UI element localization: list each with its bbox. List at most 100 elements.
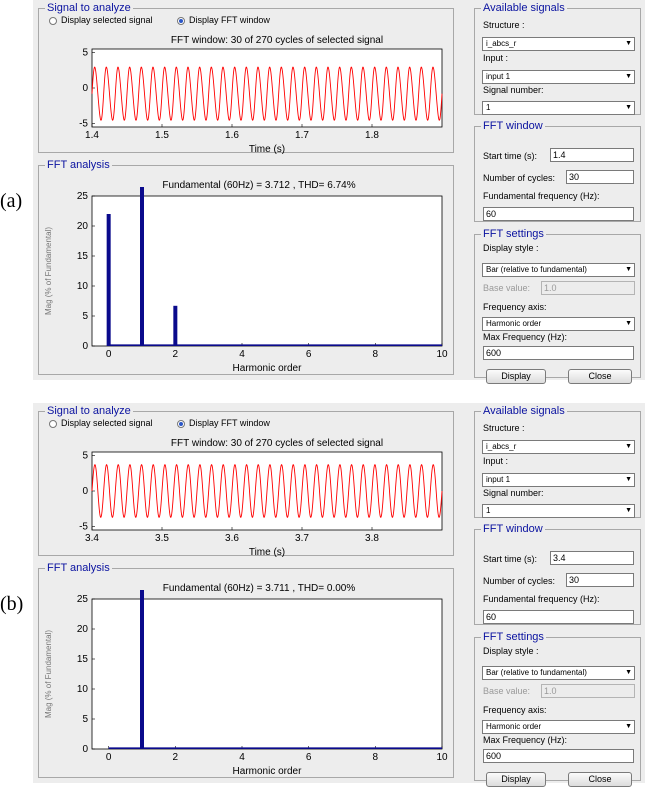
y-tick-label: 5: [82, 714, 88, 725]
number-of-cycles-label: Number of cycles:: [483, 173, 556, 183]
dropdown-arrow-icon: ▼: [625, 266, 632, 273]
x-tick-label: 2: [173, 349, 179, 360]
dropdown-arrow-icon: ▼: [625, 104, 632, 111]
frequency-axis-select[interactable]: Harmonic order ▼: [482, 317, 635, 331]
fft-axes: [91, 598, 443, 750]
close-button[interactable]: Close: [568, 369, 632, 384]
frequency-axis-value: Harmonic order: [486, 722, 542, 731]
display-style-value: Bar (relative to fundamental): [486, 265, 587, 274]
signal-number-label: Signal number:: [483, 85, 544, 95]
signal-number-select[interactable]: 1 ▼: [482, 504, 635, 518]
structure-select[interactable]: i_abcs_r ▼: [482, 37, 635, 51]
max-frequency-input[interactable]: 600: [483, 749, 634, 763]
max-frequency-label: Max Frequency (Hz):: [483, 332, 568, 342]
x-tick-label: 3.5: [155, 533, 169, 544]
y-tick-label: 25: [77, 191, 89, 202]
display-style-select[interactable]: Bar (relative to fundamental) ▼: [482, 263, 635, 277]
group-title: FFT window: [481, 522, 545, 536]
signal-waveform: [91, 464, 443, 518]
y-tick-label: 20: [77, 221, 89, 232]
x-tick-label: 4: [239, 752, 245, 763]
number-of-cycles-input[interactable]: 30: [566, 170, 634, 184]
x-tick-label: 1.8: [365, 130, 379, 141]
display-fft-window-label: Display FFT window: [189, 15, 270, 25]
signal-waveform: [91, 66, 443, 121]
x-tick-label: 1.7: [295, 130, 309, 141]
group-title: FFT analysis: [45, 561, 112, 575]
group-title: FFT settings: [481, 630, 546, 644]
max-frequency-input[interactable]: 600: [483, 346, 634, 360]
close-button[interactable]: Close: [568, 772, 632, 787]
x-tick-label: 0: [106, 349, 112, 360]
fft-tool-panel-a: (a) Signal to analyze Display selected s…: [0, 0, 645, 384]
fft-analysis-group: FFT analysis Fundamental (60Hz) = 3.711 …: [38, 561, 454, 778]
signal-ticks: 3.4 3.5 3.6 3.7 3.8 -5 0 5: [79, 451, 379, 544]
display-fft-window-radio[interactable]: [177, 420, 185, 428]
available-signals-group: Available signals Structure : i_abcs_r ▼ …: [474, 1, 641, 115]
fundamental-frequency-input[interactable]: 60: [483, 207, 634, 221]
y-tick-label: 25: [77, 594, 89, 605]
base-value-label: Base value:: [483, 283, 531, 293]
x-tick-label: 2: [173, 752, 179, 763]
group-title: Available signals: [481, 1, 567, 15]
fft-analysis-group: FFT analysis Fundamental (60Hz) = 3.712 …: [38, 158, 454, 375]
fundamental-frequency-label: Fundamental frequency (Hz):: [483, 191, 600, 201]
y-tick-label: 0: [82, 341, 88, 352]
display-selected-signal-radio[interactable]: [49, 420, 57, 428]
fft-settings-group: FFT settings Display style : Bar (relati…: [474, 630, 641, 787]
harmonic-bar-2: [173, 305, 178, 346]
structure-select[interactable]: i_abcs_r ▼: [482, 440, 635, 454]
x-tick-label: 3.4: [85, 533, 99, 544]
signal-xlabel: Time (s): [249, 144, 285, 154]
fft-bar-chart: Fundamental (60Hz) = 3.712 , THD= 6.74% …: [44, 180, 448, 374]
y-tick-label: -5: [79, 118, 88, 129]
input-select[interactable]: input 1 ▼: [482, 473, 635, 487]
start-time-input[interactable]: 3.4: [550, 551, 634, 565]
frequency-axis-select[interactable]: Harmonic order ▼: [482, 720, 635, 734]
dropdown-arrow-icon: ▼: [625, 73, 632, 80]
dropdown-arrow-icon: ▼: [625, 40, 632, 47]
display-style-label: Display style :: [483, 243, 539, 253]
y-tick-label: 10: [77, 281, 89, 292]
display-style-label: Display style :: [483, 646, 539, 656]
signal-to-analyze-group: Signal to analyze Display selected signa…: [38, 1, 454, 154]
structure-label: Structure :: [483, 423, 525, 433]
y-tick-label: 0: [82, 83, 88, 94]
display-button[interactable]: Display: [486, 369, 546, 384]
group-title: FFT analysis: [45, 158, 112, 172]
signal-number-select[interactable]: 1 ▼: [482, 101, 635, 115]
display-selected-signal-radio[interactable]: [49, 17, 57, 25]
number-of-cycles-label: Number of cycles:: [483, 576, 556, 586]
group-title: FFT window: [481, 119, 545, 133]
max-frequency-label: Max Frequency (Hz):: [483, 735, 568, 745]
signal-number-value: 1: [486, 103, 491, 112]
base-value-input: 1.0: [541, 281, 635, 295]
fft-bar-chart: Fundamental (60Hz) = 3.711 , THD= 0.00% …: [44, 583, 448, 777]
group-title: Available signals: [481, 404, 567, 418]
structure-value: i_abcs_r: [486, 442, 517, 451]
group-title: FFT settings: [481, 227, 546, 241]
dropdown-arrow-icon: ▼: [625, 320, 632, 327]
input-label: Input :: [483, 53, 509, 63]
x-tick-label: 10: [436, 349, 448, 360]
display-button[interactable]: Display: [486, 772, 546, 787]
signal-number-label: Signal number:: [483, 488, 544, 498]
frequency-axis-value: Harmonic order: [486, 319, 542, 328]
fundamental-thd-text: Fundamental (60Hz) = 3.712 , THD= 6.74%: [162, 180, 355, 191]
x-tick-label: 3.7: [295, 533, 309, 544]
dropdown-arrow-icon: ▼: [625, 476, 632, 483]
y-tick-label: 5: [82, 311, 88, 322]
display-fft-window-radio[interactable]: [177, 17, 185, 25]
display-style-select[interactable]: Bar (relative to fundamental) ▼: [482, 666, 635, 680]
fundamental-frequency-input[interactable]: 60: [483, 610, 634, 624]
signal-plot: FFT window: 30 of 270 cycles of selected…: [79, 438, 443, 557]
start-time-input[interactable]: 1.4: [550, 148, 634, 162]
x-tick-label: 8: [373, 752, 379, 763]
input-select[interactable]: input 1 ▼: [482, 70, 635, 84]
display-fft-window-label: Display FFT window: [189, 418, 270, 428]
fft-ticks: 0 2 4 6 8 10 0 5 10 15 20 25: [77, 594, 448, 763]
y-tick-label: 5: [82, 451, 88, 462]
dropdown-arrow-icon: ▼: [625, 443, 632, 450]
dropdown-arrow-icon: ▼: [625, 723, 632, 730]
number-of-cycles-input[interactable]: 30: [566, 573, 634, 587]
